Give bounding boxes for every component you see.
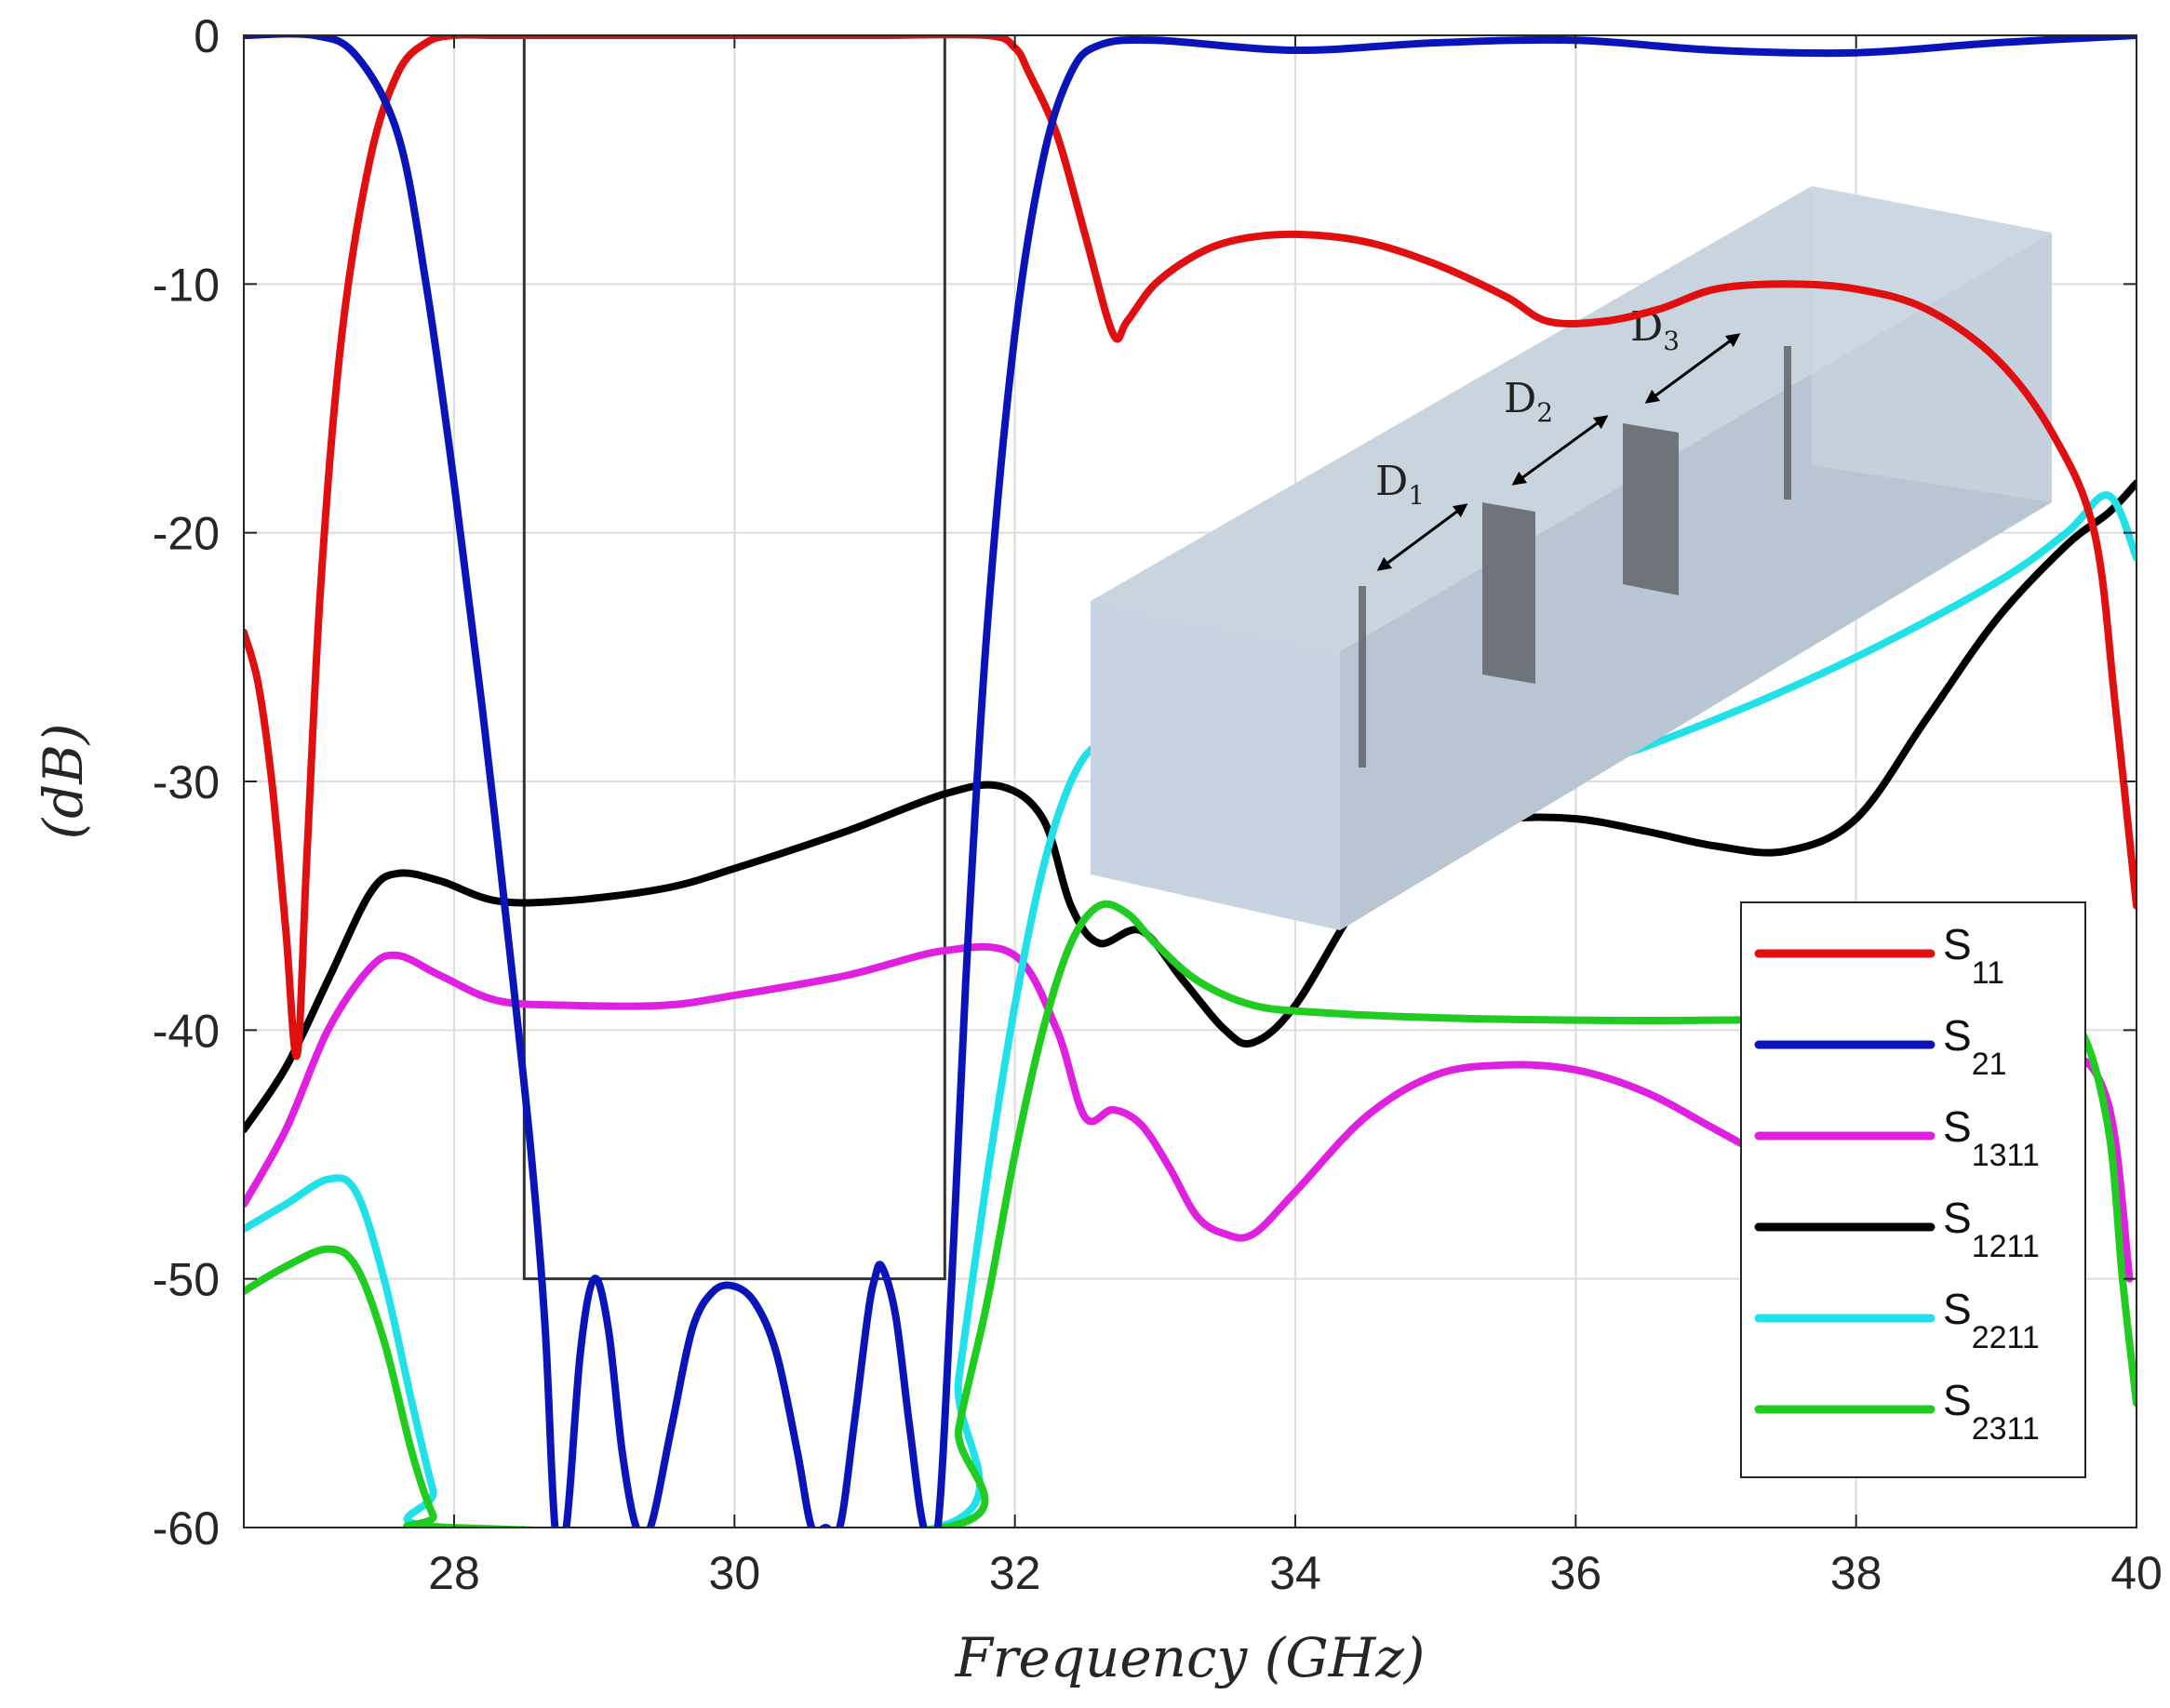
legend-label-s1211: S1211 [1943, 1194, 2040, 1264]
y-tick-label: 0 [194, 10, 220, 62]
d1-arrow [1376, 503, 1468, 571]
series-group-front [244, 35, 2137, 1528]
series-line-s21 [244, 35, 2137, 1528]
iris-plate-2 [1623, 423, 1679, 595]
legend: S11 S21 S1311 S1211 S2211 S2311 [1740, 901, 2086, 1478]
iris-plate-1 [1482, 502, 1535, 684]
series-line-s1211 [244, 479, 2137, 1134]
x-tick-label: 36 [1550, 1547, 1602, 1599]
x-tick-label: 30 [709, 1547, 761, 1599]
waveguide-inset: D1 D2 D3 [1091, 186, 2052, 930]
axis-ticks: 28 30 32 34 36 38 40 0 -10 -20 -30 -40 -50 -60 [153, 10, 2163, 1599]
waveguide-end-face [1812, 186, 2052, 502]
series-line-s2211 [244, 491, 2137, 1528]
x-tick-label: 34 [1269, 1547, 1321, 1599]
spec-mask [522, 35, 946, 1281]
legend-label-s2211: S2211 [1943, 1285, 2040, 1355]
y-tick-label: -50 [153, 1254, 220, 1306]
x-tick-label: 28 [428, 1547, 480, 1599]
waveguide-front-face [1091, 601, 1340, 930]
d3-arrow [1644, 333, 1741, 404]
series-line-s11 [244, 35, 2137, 1061]
x-axis-label: Frequency (GHz) [955, 1626, 1426, 1689]
y-tick-label: -20 [153, 508, 220, 560]
x-tick-label: 38 [1830, 1547, 1882, 1599]
y-tick-label: -40 [153, 1005, 220, 1057]
legend-box [1740, 901, 2086, 1478]
legend-label-s21: S21 [1943, 1011, 2007, 1082]
y-tick-label: -30 [153, 756, 220, 808]
y-tick-label: -10 [153, 259, 220, 311]
iris-post-2 [1784, 346, 1791, 500]
d2-arrow [1511, 415, 1609, 486]
y-tick-label: -60 [153, 1502, 220, 1555]
legend-label-s2311: S2311 [1943, 1376, 2040, 1447]
iris-post-1 [1359, 586, 1366, 767]
d1-label: D1 [1375, 458, 1425, 511]
d2-label: D2 [1504, 375, 1553, 428]
spec-mask-outline [522, 35, 946, 1281]
x-tick-label: 32 [989, 1547, 1041, 1599]
legend-label-s11: S11 [1943, 920, 2004, 991]
legend-label-s1311: S1311 [1943, 1102, 2040, 1173]
x-tick-label: 40 [2110, 1547, 2163, 1599]
y-axis-label: (dB) [32, 723, 95, 839]
